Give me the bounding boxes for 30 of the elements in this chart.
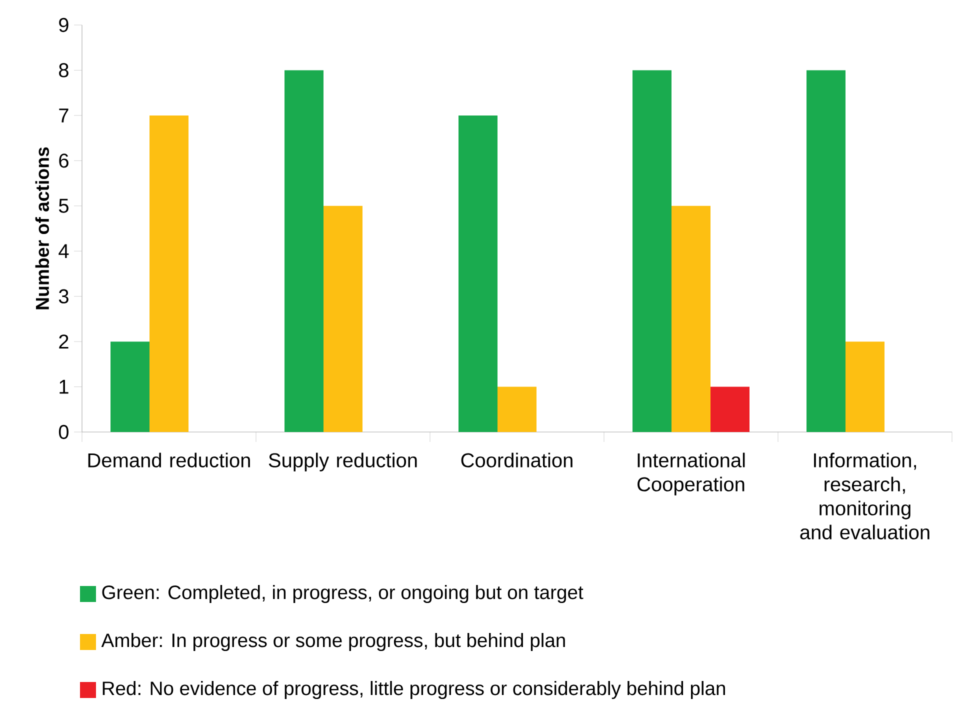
y-tick-label: 8 [59, 63, 68, 78]
bar [498, 386, 537, 432]
legend-label: Amber: In progress or some progress, but behind plan [101, 632, 565, 652]
legend-label: Green: Completed, in progress, or ongoing but on target [102, 584, 584, 604]
bar [632, 70, 672, 432]
y-tick-label: 5 [58, 198, 68, 213]
y-axis-title: Number of actions [35, 147, 50, 310]
y-tick-label: 3 [58, 289, 68, 304]
x-tick-label: Demand reduction [88, 452, 250, 468]
bar [458, 115, 498, 432]
y-tick-label: 2 [59, 334, 68, 349]
legend-label: Red: No evidence of progress, little progress or considerably behind plan [102, 680, 725, 700]
bar [672, 206, 711, 432]
bar [324, 206, 362, 432]
y-tick-label: 6 [59, 154, 68, 168]
bar [284, 70, 324, 432]
y-tick-label: 1 [60, 380, 68, 394]
bar [150, 115, 188, 432]
bar [710, 386, 750, 432]
y-tick-label: 0 [58, 424, 68, 440]
bar [110, 342, 150, 432]
y-tick-label: 7 [59, 108, 68, 122]
x-tick-label: Coordination [461, 452, 572, 468]
x-tick-label: Supply reduction [268, 452, 417, 472]
y-tick-label: 4 [58, 244, 69, 258]
x-tick-label: International Cooperation [638, 452, 745, 496]
x-tick-label: Information, research, monitoring and evaluation [800, 452, 930, 540]
bar [846, 342, 885, 432]
y-tick-label: 9 [59, 18, 68, 32]
bar [806, 70, 846, 432]
